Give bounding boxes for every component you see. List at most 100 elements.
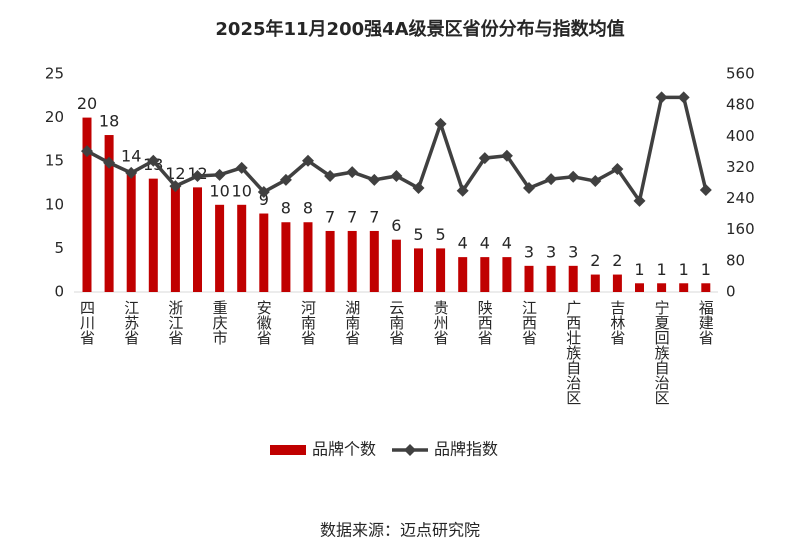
data-label: 5 <box>413 225 423 244</box>
data-label: 7 <box>325 207 335 226</box>
x-tick-label: 云南省 <box>387 300 405 345</box>
bar <box>458 257 468 292</box>
x-tick-label: 宁夏回族自治区 <box>653 300 671 405</box>
x-tick-label: 广西壮族自治区 <box>564 300 582 405</box>
data-label: 5 <box>436 225 446 244</box>
data-label: 18 <box>99 112 119 131</box>
y2-tick-label: 400 <box>726 127 755 145</box>
y2-tick-label: 0 <box>726 283 736 301</box>
x-tick-label: 江苏省 <box>122 300 140 345</box>
bar <box>612 274 622 292</box>
data-label: 4 <box>458 234 468 253</box>
data-label: 10 <box>232 181 252 200</box>
line-marker <box>523 182 535 195</box>
bar <box>502 257 512 292</box>
line-marker <box>368 173 381 186</box>
y-tick-label: 20 <box>45 108 64 126</box>
data-label: 4 <box>502 234 512 253</box>
data-label: 2 <box>612 251 622 270</box>
bar <box>170 187 180 292</box>
data-label: 3 <box>524 242 534 261</box>
bar <box>281 222 291 292</box>
data-label: 1 <box>657 260 667 279</box>
bar <box>414 248 423 292</box>
bar <box>303 222 313 292</box>
y2-tick-label: 560 <box>726 65 755 83</box>
x-tick-label: 安徽省 <box>255 300 273 345</box>
bar <box>568 265 578 292</box>
data-label: 10 <box>209 181 229 200</box>
data-label: 3 <box>568 242 578 261</box>
line-marker <box>633 194 646 207</box>
y-tick-label: 0 <box>54 283 64 301</box>
data-label: 8 <box>281 199 291 218</box>
x-tick-label: 河南省 <box>299 300 317 345</box>
data-label: 2 <box>590 251 600 270</box>
bar <box>701 283 711 292</box>
line-marker <box>213 168 226 181</box>
line-marker <box>655 91 668 104</box>
chart-title: 2025年11月200强4A级景区省份分布与指数均值 <box>215 18 624 40</box>
data-label: 14 <box>121 146 141 165</box>
bar <box>524 265 534 292</box>
y-tick-label: 15 <box>45 152 64 170</box>
line-marker <box>191 169 204 182</box>
bar <box>193 187 202 292</box>
bar <box>126 169 136 292</box>
bar <box>82 117 92 292</box>
y2-tick-label: 160 <box>726 220 755 238</box>
bar <box>436 248 446 292</box>
bar <box>148 178 158 292</box>
legend-swatch <box>270 445 306 455</box>
x-tick-label: 四川省 <box>78 300 96 345</box>
line-marker <box>677 91 690 104</box>
line-marker <box>235 161 248 174</box>
data-label: 1 <box>679 260 689 279</box>
line-marker <box>147 154 160 167</box>
line-marker <box>169 180 182 193</box>
bar <box>369 230 379 292</box>
line-marker <box>81 145 93 158</box>
line-marker <box>302 154 314 167</box>
x-tick-label: 陕西省 <box>476 300 494 345</box>
bar <box>679 283 689 292</box>
bar <box>635 283 644 292</box>
bar <box>480 257 490 292</box>
y2-tick-label: 480 <box>726 96 755 114</box>
x-tick-label: 福建省 <box>697 300 715 345</box>
line-marker <box>500 149 513 162</box>
data-label: 7 <box>369 207 379 226</box>
data-label: 3 <box>546 242 556 261</box>
line-marker <box>434 117 447 130</box>
data-label: 1 <box>701 260 711 279</box>
bar <box>215 204 225 292</box>
x-tick-label: 湖南省 <box>343 300 361 345</box>
x-tick-label: 吉林省 <box>608 300 626 345</box>
y-tick-label: 5 <box>54 239 64 257</box>
line-marker <box>324 169 337 182</box>
line-marker <box>567 170 580 183</box>
legend-label: 品牌指数 <box>434 440 498 459</box>
data-label: 1 <box>634 260 644 279</box>
y2-tick-label: 320 <box>726 158 755 176</box>
line-marker <box>611 162 624 175</box>
data-label: 6 <box>391 216 401 235</box>
line-marker <box>545 173 558 186</box>
data-label: 20 <box>77 94 97 113</box>
line-marker <box>699 184 712 197</box>
line-marker <box>257 185 270 198</box>
line-marker <box>279 173 292 186</box>
line-marker <box>412 182 425 195</box>
bar <box>391 239 401 292</box>
x-tick-label: 浙江省 <box>166 300 184 345</box>
x-tick-label: 重庆市 <box>211 300 229 345</box>
data-label: 8 <box>303 199 313 218</box>
bar <box>325 230 335 292</box>
line-marker <box>456 184 469 197</box>
line-marker <box>390 169 403 182</box>
x-tick-label: 江西省 <box>520 300 538 345</box>
line-marker <box>125 166 138 179</box>
y-tick-label: 10 <box>45 195 64 213</box>
y2-tick-label: 240 <box>726 189 755 207</box>
